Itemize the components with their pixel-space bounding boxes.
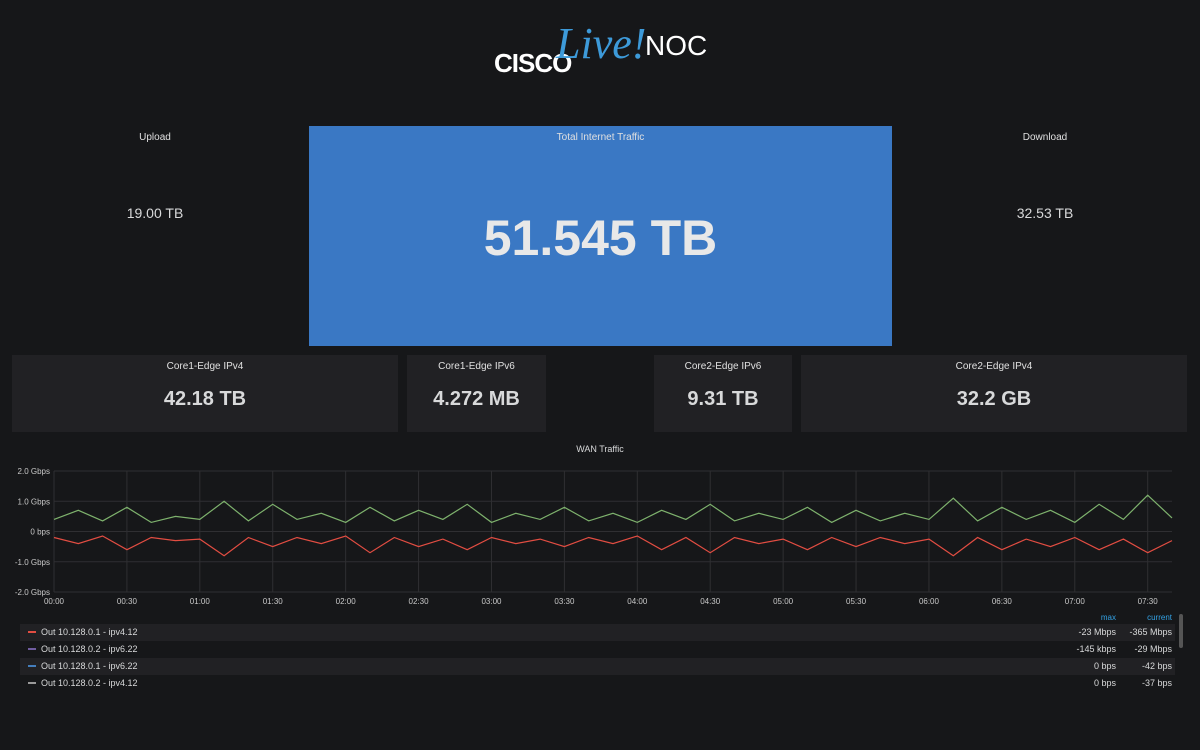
legend-row: Out 10.128.0.2 - ipv6.22 -145 kbps -29 Mbp…: [20, 641, 1175, 658]
stat-panel: Upload 19.00 TB: [10, 126, 300, 346]
legend-row: Out 10.128.0.1 - ipv6.22 0 bps -42 bps: [20, 658, 1175, 675]
legend-name: Out 10.128.0.2 - ipv4.12: [41, 678, 138, 688]
link-label: Core2-Edge IPv4: [955, 361, 1033, 372]
y-tick-label: -1.0 Gbps: [15, 558, 50, 567]
x-tick-label: 04:30: [700, 597, 721, 606]
x-tick-label: 00:30: [117, 597, 138, 606]
legend-row: Out 10.128.0.2 - ipv4.12 0 bps -37 bps: [20, 675, 1175, 688]
x-tick-label: 06:00: [919, 597, 940, 606]
x-tick-label: 03:30: [554, 597, 575, 606]
x-tick-label: 04:00: [627, 597, 648, 606]
link-value: 42.18 TB: [163, 388, 247, 410]
stat-value: 19.00 TB: [126, 205, 184, 221]
link-label: Core2-Edge IPv6: [684, 361, 762, 372]
x-tick-label: 05:00: [773, 597, 794, 606]
legend-cell: 0 bps: [1093, 661, 1116, 671]
scrollbar[interactable]: [1179, 614, 1183, 648]
stat-label: Download: [1022, 132, 1068, 143]
x-tick-label: 06:30: [992, 597, 1013, 606]
stat-value: 51.545 TB: [483, 210, 718, 266]
link-label: Core1-Edge IPv6: [438, 361, 515, 372]
legend-name: Out 10.128.0.1 - ipv4.12: [41, 627, 138, 637]
stat-value: 32.53 TB: [1016, 205, 1074, 221]
x-tick-label: 05:30: [846, 597, 867, 606]
legend-cell: -42 bps: [1141, 661, 1172, 671]
link-panel: Core2-Edge IPv4 32.2 GB: [801, 355, 1187, 432]
legend-cell: -145 kbps: [1076, 644, 1116, 654]
x-tick-label: 02:30: [409, 597, 430, 606]
legend-cell: -37 bps: [1141, 678, 1172, 688]
legend-column-header: current: [1147, 613, 1172, 622]
legend-cell: -23 Mbps: [1078, 627, 1116, 637]
y-tick-label: -2.0 Gbps: [15, 588, 50, 597]
y-tick-label: 2.0 Gbps: [18, 467, 50, 476]
link-value: 4.272 MB: [433, 388, 520, 410]
legend-swatch: [28, 682, 36, 684]
x-tick-label: 07:30: [1138, 597, 1159, 606]
stat-panel: Total Internet Traffic 51.545 TB: [309, 126, 892, 346]
link-label: Core1-Edge IPv4: [166, 361, 244, 372]
brand: CISCO: [494, 48, 572, 78]
stat-panel: Download 32.53 TB: [900, 126, 1190, 346]
x-tick-label: 01:00: [190, 597, 211, 606]
link-panel: Core1-Edge IPv4 42.18 TB: [12, 355, 398, 432]
link-value: 9.31 TB: [687, 388, 759, 410]
legend-row: Out 10.128.0.1 - ipv4.12 -23 Mbps -365 Mbp…: [20, 624, 1175, 641]
legend-swatch: [28, 631, 36, 633]
legend-column-header: max: [1100, 613, 1116, 622]
legend-swatch: [28, 665, 36, 667]
x-tick-label: 03:00: [481, 597, 502, 606]
x-tick-label: 07:00: [1065, 597, 1086, 606]
y-tick-label: 0 bps: [30, 528, 50, 537]
stat-label: Upload: [139, 132, 171, 143]
x-tick-label: 02:00: [336, 597, 357, 606]
x-tick-label: 00:00: [44, 597, 65, 606]
event-logo: Live!: [556, 19, 647, 68]
series-line: [53, 494, 1173, 524]
link-panel: Core2-Edge IPv6 9.31 TB: [654, 355, 792, 432]
legend-name: Out 10.128.0.1 - ipv6.22: [41, 661, 138, 671]
x-tick-label: 01:30: [263, 597, 284, 606]
link-panel: Core1-Edge IPv6 4.272 MB: [407, 355, 546, 432]
series-line: [53, 535, 1173, 557]
header-title: NOC: [645, 30, 708, 61]
y-tick-label: 1.0 Gbps: [18, 497, 50, 506]
legend-cell: -365 Mbps: [1129, 627, 1172, 637]
link-value: 32.2 GB: [956, 388, 1032, 410]
legend-cell: 0 bps: [1093, 678, 1116, 688]
stat-label: Total Internet Traffic: [556, 132, 645, 143]
legend-swatch: [28, 648, 36, 650]
legend-name: Out 10.128.0.2 - ipv6.22: [41, 644, 138, 654]
legend-table: max current Out 10.128.0.1 - ipv4.12 -23 Mb…: [0, 610, 1200, 688]
legend-cell: -29 Mbps: [1134, 644, 1172, 654]
chart-title: WAN Traffic: [576, 444, 624, 454]
